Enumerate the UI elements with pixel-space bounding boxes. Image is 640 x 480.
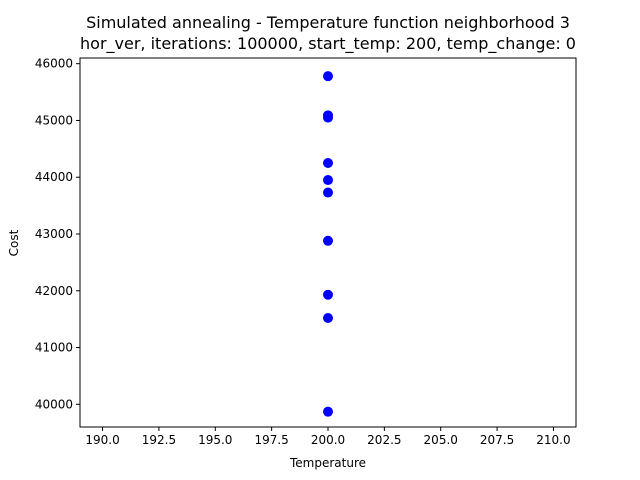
data-point xyxy=(323,406,333,417)
y-tick-label: 45000 xyxy=(35,113,73,127)
x-tick-label: 192.5 xyxy=(142,433,176,447)
x-axis-label: Temperature xyxy=(289,456,366,470)
data-point xyxy=(323,158,333,169)
y-tick-label: 44000 xyxy=(35,170,73,184)
x-tick-label: 190.0 xyxy=(85,433,119,447)
y-tick-label: 43000 xyxy=(35,227,73,241)
data-point xyxy=(323,71,333,82)
y-axis-label: Cost xyxy=(7,229,21,256)
x-tick-label: 210.0 xyxy=(536,433,570,447)
x-tick-label: 207.5 xyxy=(480,433,514,447)
x-tick-label: 200.0 xyxy=(311,433,345,447)
y-axis-ticks: 40000 41000 42000 43000 44000 45000 46000 xyxy=(35,57,80,411)
x-tick-label: 202.5 xyxy=(367,433,401,447)
x-tick-label: 195.0 xyxy=(198,433,232,447)
y-tick-label: 46000 xyxy=(35,57,73,71)
x-tick-label: 197.5 xyxy=(254,433,288,447)
data-point xyxy=(323,175,333,186)
data-point xyxy=(323,313,333,324)
data-point xyxy=(323,187,333,198)
data-point xyxy=(323,112,333,123)
chart-subtitle: hor_ver, iterations: 100000, start_temp:… xyxy=(80,34,576,54)
data-points xyxy=(323,71,333,417)
y-tick-label: 42000 xyxy=(35,284,73,298)
x-tick-label: 205.0 xyxy=(424,433,458,447)
chart-title: Simulated annealing - Temperature functi… xyxy=(86,13,570,32)
y-tick-label: 41000 xyxy=(35,341,73,355)
y-tick-label: 40000 xyxy=(35,397,73,411)
x-axis-ticks: 190.0 192.5 195.0 197.5 200.0 202.5 205.0 207.5… xyxy=(85,427,571,447)
data-point xyxy=(323,235,333,246)
data-point xyxy=(323,289,333,300)
